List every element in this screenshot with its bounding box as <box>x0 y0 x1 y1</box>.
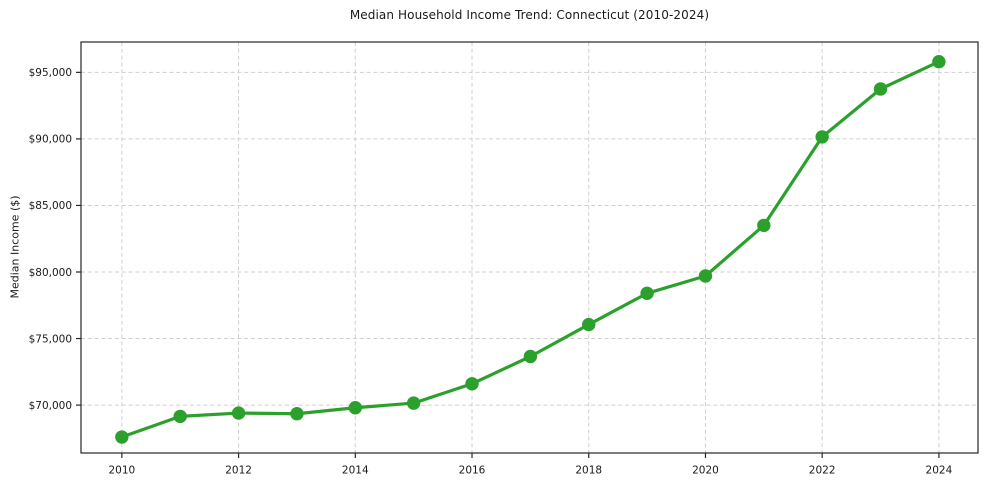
data-point-2020 <box>698 269 713 283</box>
y-tick-label: $95,000 <box>29 67 72 79</box>
y-tick-label: $75,000 <box>29 333 72 345</box>
data-point-2012 <box>231 406 246 420</box>
data-point-2014 <box>348 401 362 415</box>
x-tick-label: 2014 <box>342 465 369 477</box>
data-point-2019 <box>640 286 654 300</box>
trend-line <box>120 60 941 439</box>
y-tick-label: $85,000 <box>29 200 72 212</box>
y-tick-label: $80,000 <box>29 267 72 279</box>
data-point-2011 <box>173 409 187 424</box>
x-tick-label: 2018 <box>575 465 602 477</box>
x-tick-label: 2024 <box>926 465 953 477</box>
x-tick-label: 2012 <box>225 465 252 477</box>
y-tick-label: $90,000 <box>29 134 72 146</box>
x-tick-label: 2020 <box>692 465 719 477</box>
x-tick-label: 2016 <box>459 465 486 477</box>
plot-border <box>80 41 979 454</box>
data-point-2023 <box>873 82 888 96</box>
data-point-2013 <box>290 407 304 421</box>
data-point-2010 <box>115 430 129 444</box>
data-point-2021 <box>757 218 771 233</box>
data-point-2022 <box>815 130 829 144</box>
x-tick-label: 2010 <box>108 465 135 477</box>
y-tick-label: $70,000 <box>29 400 72 412</box>
data-point-2017 <box>523 349 538 364</box>
data-point-2016 <box>465 377 479 391</box>
data-point-2018 <box>582 317 596 332</box>
data-point-2024 <box>932 54 946 69</box>
data-point-2015 <box>406 396 421 410</box>
x-tick-label: 2022 <box>809 465 836 477</box>
chart-title: Median Household Income Trend: Connectic… <box>349 8 710 22</box>
